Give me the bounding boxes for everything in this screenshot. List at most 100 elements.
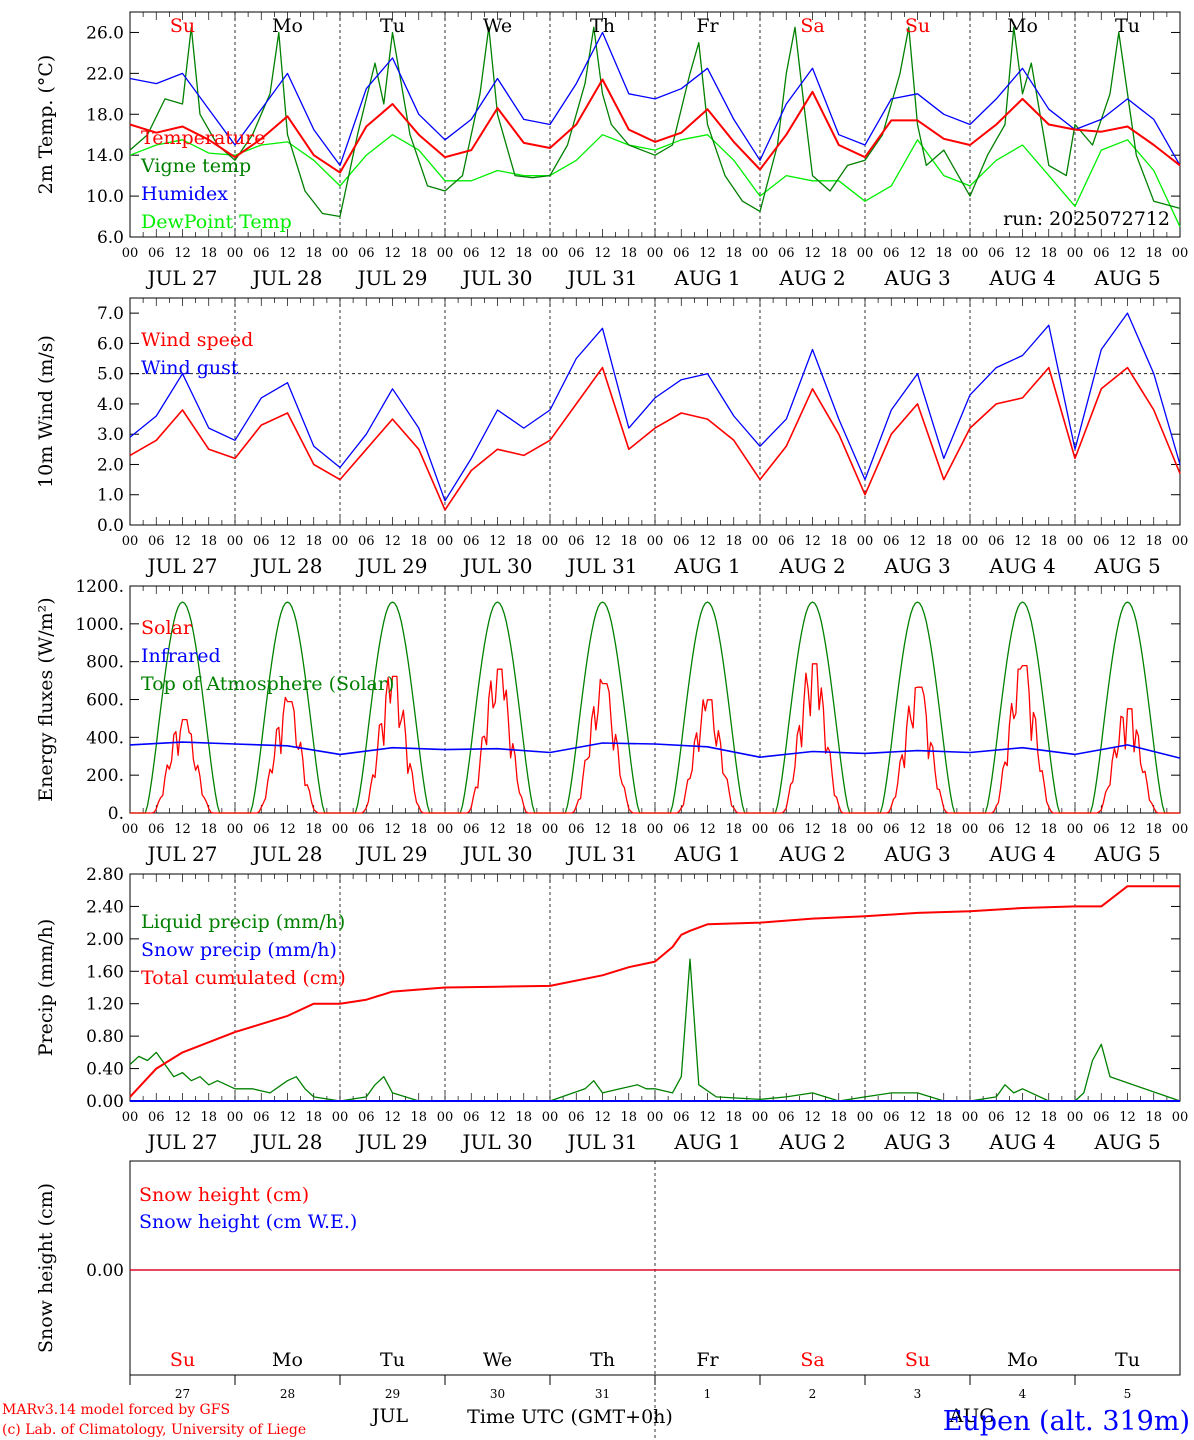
hour-label: 18 [725, 822, 742, 837]
hour-label: 12 [804, 1110, 821, 1125]
hour-label: 00 [437, 822, 454, 837]
hour-label: 18 [830, 246, 847, 261]
hour-label: 12 [174, 822, 191, 837]
humidex-line [129, 31, 1181, 167]
hour-label: 12 [174, 534, 191, 549]
hour-label: 00 [857, 534, 874, 549]
day-abbrev: We [483, 15, 512, 37]
legend-solar: Solar [141, 617, 193, 639]
date-label: AUG 3 [883, 842, 950, 866]
hour-label: 18 [515, 246, 532, 261]
hour-label: 06 [883, 822, 900, 837]
date-label: JUL 28 [251, 1130, 323, 1154]
month-label-jul: JUL [370, 1405, 409, 1427]
bottom-day-number: 31 [595, 1387, 610, 1401]
date-label: AUG 3 [883, 554, 950, 578]
hour-label: 12 [489, 822, 506, 837]
hour-label: 00 [962, 1110, 979, 1125]
date-label: JUL 28 [251, 266, 323, 290]
y-tick-label: 0. [108, 804, 124, 824]
hour-label: 06 [1093, 246, 1110, 261]
hour-label: 06 [148, 246, 165, 261]
bottom-day-number: 30 [490, 1387, 505, 1401]
hour-label: 18 [1145, 1110, 1162, 1125]
panel-2: 00 06 12 18 00 06 12 18 00 06 12 18 00 06 12 18 00 06 12 18… [35, 297, 1189, 578]
hour-label: 12 [699, 246, 716, 261]
hour-label: 06 [988, 822, 1005, 837]
bottom-day-number: 5 [1124, 1387, 1132, 1401]
hour-label: 06 [568, 822, 585, 837]
hour-label: 12 [1119, 534, 1136, 549]
hour-label: 06 [778, 822, 795, 837]
hour-label: 06 [673, 1110, 690, 1125]
hour-label: 06 [463, 822, 480, 837]
hour-label: 12 [1119, 822, 1136, 837]
hour-label: 06 [1093, 1110, 1110, 1125]
hour-label: 00 [227, 822, 244, 837]
hour-label: 18 [935, 822, 952, 837]
panel-frame [129, 11, 1181, 238]
bottom-day-number: 28 [280, 1387, 295, 1401]
hour-label: 06 [1093, 534, 1110, 549]
hour-label: 06 [148, 1110, 165, 1125]
hour-label: 18 [830, 822, 847, 837]
day-abbrev: Tu [380, 15, 405, 37]
date-label: JUL 29 [356, 266, 428, 290]
y-tick-label: 4.0 [97, 395, 124, 415]
temp-y-axis-label: 2m Temp. (°C) [35, 55, 57, 195]
hour-label: 00 [647, 1110, 664, 1125]
hour-label: 00 [962, 822, 979, 837]
hour-label: 18 [200, 246, 217, 261]
hour-label: 18 [200, 1110, 217, 1125]
bottom-day-number: 4 [1019, 1387, 1027, 1401]
hour-label: 18 [830, 1110, 847, 1125]
hour-label: 12 [909, 246, 926, 261]
hour-label: 00 [1172, 822, 1189, 837]
bottom-day-abbrev: Su [905, 1349, 930, 1371]
hour-label: 00 [122, 822, 139, 837]
hour-label: 00 [227, 1110, 244, 1125]
date-label: JUL 28 [251, 842, 323, 866]
panel-4: 00 06 12 18 00 06 12 18 00 06 12 18 00 06 12 18 00 06 12 18… [35, 865, 1188, 1154]
hour-label: 18 [1040, 246, 1057, 261]
hour-label: 12 [1014, 822, 1031, 837]
legend-dewpoint: DewPoint Temp [141, 211, 292, 233]
hour-label: 00 [752, 246, 769, 261]
hour-label: 06 [988, 246, 1005, 261]
hour-label: 06 [253, 1110, 270, 1125]
hour-label: 18 [200, 534, 217, 549]
legend-wind-speed: Wind speed [141, 329, 253, 351]
day-abbrev: Th [590, 15, 615, 37]
hour-label: 12 [909, 1110, 926, 1125]
hour-label: 06 [778, 1110, 795, 1125]
hour-label: 00 [122, 1110, 139, 1125]
hour-label: 12 [594, 822, 611, 837]
hour-label: 18 [620, 246, 637, 261]
bottom-day-abbrev: We [483, 1349, 512, 1371]
hour-label: 00 [1067, 534, 1084, 549]
hour-label: 12 [699, 534, 716, 549]
date-label: JUL 27 [146, 266, 218, 290]
hour-label: 18 [410, 1110, 427, 1125]
hour-label: 18 [830, 534, 847, 549]
energy-y-axis-label: Energy fluxes (W/m²) [35, 597, 57, 801]
legend-vigne-temp: Vigne temp [140, 155, 251, 177]
hour-label: 00 [1172, 534, 1189, 549]
time-axis-label: Time UTC (GMT+0h) [467, 1406, 673, 1428]
hour-label: 12 [1119, 246, 1136, 261]
date-label: AUG 5 [1093, 842, 1160, 866]
hour-label: 18 [410, 822, 427, 837]
hour-label: 06 [778, 246, 795, 261]
date-label: JUL 31 [566, 842, 638, 866]
bottom-day-abbrev: Fr [696, 1349, 719, 1371]
hour-label: 12 [909, 534, 926, 549]
bottom-day-abbrev: Tu [1115, 1349, 1140, 1371]
panel-3: 00 06 12 18 00 06 12 18 00 06 12 18 00 06 12 18 00 06 12 18… [35, 577, 1188, 866]
hour-label: 00 [542, 822, 559, 837]
hour-label: 00 [122, 534, 139, 549]
legend-infrared: Infrared [141, 645, 221, 667]
bottom-day-abbrev: Mo [272, 1349, 303, 1371]
hour-label: 12 [384, 534, 401, 549]
day-abbrev: Mo [1007, 15, 1038, 37]
